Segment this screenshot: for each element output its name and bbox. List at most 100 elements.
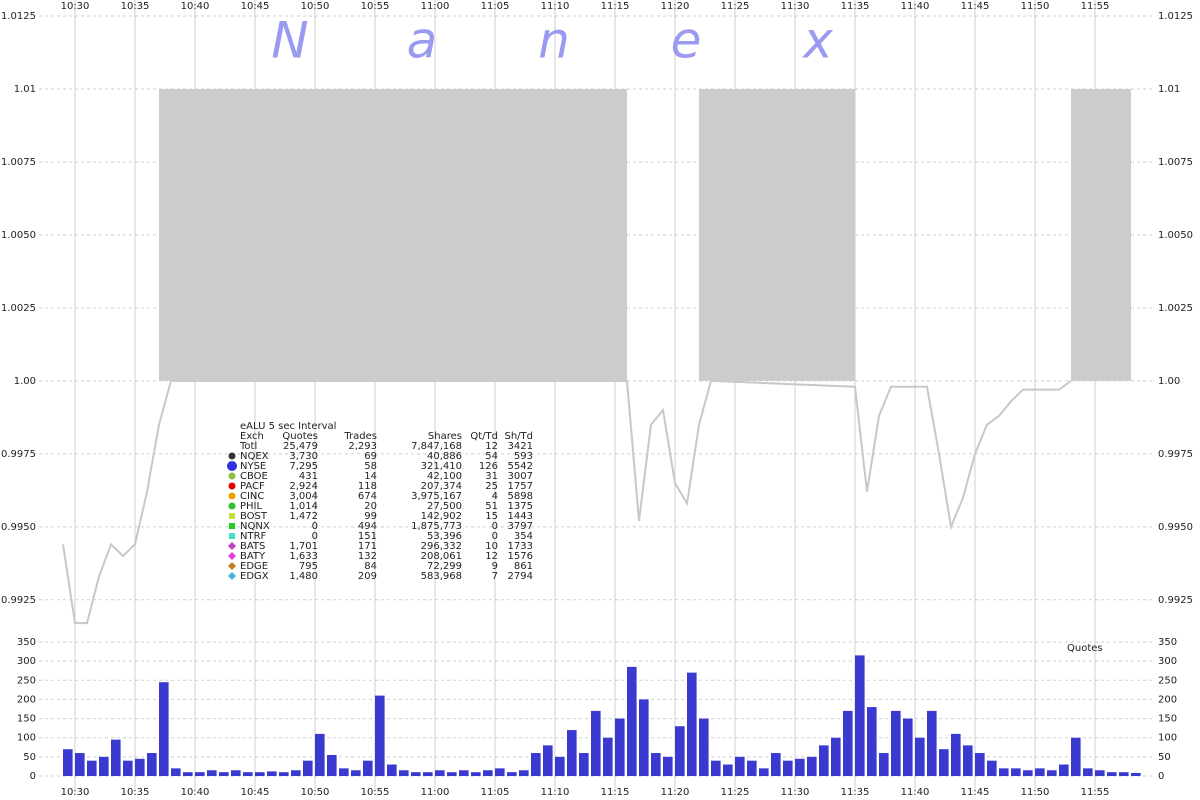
table-cell: CINC <box>240 491 264 502</box>
table-cell: 12 <box>485 551 498 562</box>
bar <box>831 737 841 776</box>
bar <box>627 666 637 776</box>
bar <box>1059 764 1069 776</box>
bar <box>759 768 769 776</box>
table-cell: 3,975,167 <box>411 491 462 502</box>
y-tick-label: 0.9975 <box>1 449 36 460</box>
bar <box>567 730 577 776</box>
bar <box>147 753 157 776</box>
bar <box>903 718 913 776</box>
bar <box>891 710 901 776</box>
bar <box>423 772 433 776</box>
table-cell: 1,480 <box>289 571 318 582</box>
table-cell: 2,293 <box>348 441 377 452</box>
table-cell: 583,968 <box>421 571 462 582</box>
legend-label: Quotes <box>1067 643 1103 654</box>
x-tick-label: 11:00 <box>421 787 450 798</box>
table-cell: 31 <box>485 471 498 482</box>
bar <box>951 733 961 776</box>
table-cell: 7,847,168 <box>411 441 462 452</box>
marks <box>62 88 1141 776</box>
x-tick-label: 10:30 <box>61 787 90 798</box>
bar <box>615 718 625 776</box>
table-cell: 5542 <box>508 461 533 472</box>
bar <box>507 772 517 776</box>
table-cell: 2,924 <box>289 481 318 492</box>
bar <box>207 770 217 776</box>
x-tick-label-top: 11:55 <box>1081 1 1110 12</box>
bar <box>471 772 481 776</box>
bar <box>1071 737 1081 776</box>
table-cell: 126 <box>479 461 498 472</box>
table-cell: 12 <box>485 441 498 452</box>
bar <box>231 770 241 776</box>
table-cell: 3797 <box>508 521 533 532</box>
table-cell: 1,633 <box>289 551 318 562</box>
bar <box>867 707 877 776</box>
bar <box>531 753 541 776</box>
table-cell: 593 <box>514 451 533 462</box>
x-tick-label-top: 11:25 <box>721 1 750 12</box>
table-cell: 207,374 <box>421 481 462 492</box>
table-cell: 58 <box>364 461 377 472</box>
table-cell: 53,396 <box>427 531 462 542</box>
bar <box>699 718 709 776</box>
y-tick-label-right: 1.0075 <box>1158 157 1193 168</box>
x-tick-label: 11:40 <box>901 787 930 798</box>
table-cell: BOST <box>240 511 268 522</box>
watermark-letter: n <box>538 12 570 70</box>
table-cell: 296,332 <box>421 541 462 552</box>
table-cell: 321,410 <box>421 461 462 472</box>
bar <box>123 760 133 776</box>
table-cell: 69 <box>364 451 377 462</box>
bid-line <box>62 379 1072 625</box>
x-tick-label: 11:50 <box>1021 787 1050 798</box>
bar <box>855 655 865 776</box>
table-cell: BATY <box>240 551 266 562</box>
table-cell: 3,004 <box>289 491 318 502</box>
table-cell: 0 <box>312 531 318 542</box>
exchange-marker <box>228 482 236 490</box>
table-cell: NTRF <box>240 531 267 542</box>
table-cell: 20 <box>364 501 377 512</box>
x-tick-label-top: 11:00 <box>421 1 450 12</box>
bar <box>459 770 469 776</box>
x-tick-label-top: 11:30 <box>781 1 810 12</box>
table-cell: 14 <box>364 471 377 482</box>
y-tick-label: 350 <box>17 637 36 648</box>
bar <box>807 756 817 776</box>
x-tick-label-top: 11:40 <box>901 1 930 12</box>
table-cell: 1576 <box>508 551 533 562</box>
bar <box>111 739 121 776</box>
bar <box>399 770 409 776</box>
table-header: Quotes <box>282 431 318 442</box>
spread <box>1071 88 1131 381</box>
bar <box>243 772 253 776</box>
bar <box>939 749 949 776</box>
x-tick-label: 11:45 <box>961 787 990 798</box>
table-cell: 54 <box>485 451 498 462</box>
table-cell: 0 <box>312 521 318 532</box>
table-cell: 15 <box>485 511 498 522</box>
table-cell: 1,472 <box>289 511 318 522</box>
exchange-marker <box>228 572 236 580</box>
x-tick-label: 11:55 <box>1081 787 1110 798</box>
exchange-marker <box>229 523 235 529</box>
x-tick-label-top: 11:05 <box>481 1 510 12</box>
table-cell: 1,875,773 <box>411 521 462 532</box>
bar <box>411 772 421 776</box>
bar <box>687 672 697 776</box>
bar <box>339 768 349 776</box>
y-tick-label-right: 1.0025 <box>1158 303 1193 314</box>
table-header: Trades <box>343 431 377 442</box>
exchange-marker <box>228 552 236 560</box>
x-tick-label-top: 11:10 <box>541 1 570 12</box>
bar <box>1047 770 1057 776</box>
x-tick-label: 11:35 <box>841 787 870 798</box>
table-header: Exch <box>240 431 264 442</box>
y-tick-label: 0.9950 <box>1 522 36 533</box>
bar <box>543 745 553 776</box>
table-cell: 132 <box>358 551 377 562</box>
table-cell: 861 <box>514 561 533 572</box>
x-tick-label-top: 11:15 <box>601 1 630 12</box>
